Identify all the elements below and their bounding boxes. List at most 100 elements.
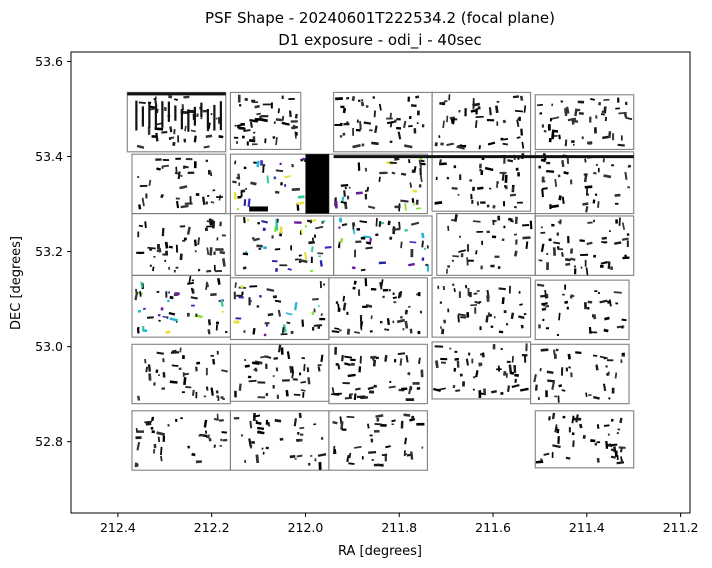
psf-whisker: [516, 119, 520, 128]
psf-whisker: [371, 141, 379, 146]
psf-whisker: [147, 364, 152, 372]
psf-whisker: [139, 291, 142, 297]
psf-whisker: [545, 304, 550, 308]
psf-whisker: [569, 257, 576, 261]
psf-whisker: [510, 219, 514, 223]
psf-whisker: [620, 456, 623, 462]
psf-whisker: [171, 364, 179, 367]
psf-whisker: [523, 105, 527, 113]
psf-whisker: [518, 315, 525, 320]
psf-whisker: [353, 280, 357, 285]
psf-whisker: [572, 440, 575, 448]
psf-whisker: [253, 414, 261, 418]
psf-whisker: [299, 426, 305, 430]
psf-whisker: [197, 237, 201, 246]
psf-whisker: [409, 417, 416, 422]
psf-whisker: [624, 171, 628, 180]
psf-whisker: [493, 219, 497, 223]
psf-whisker: [485, 315, 489, 323]
psf-whisker: [137, 395, 141, 401]
psf-whisker: [569, 294, 575, 298]
psf-whisker: [191, 452, 196, 457]
x-tick-label: 212.0: [288, 520, 324, 535]
psf-whisker: [354, 331, 360, 334]
psf-whisker: [551, 412, 556, 420]
psf-whisker: [510, 312, 515, 320]
psf-whisker: [561, 160, 565, 168]
psf-whisker: [353, 445, 362, 449]
psf-whisker: [375, 414, 384, 418]
psf-whisker: [168, 245, 173, 249]
psf-whisker: [141, 106, 144, 127]
psf-whisker: [561, 252, 564, 257]
psf-whisker: [446, 142, 455, 147]
psf-whisker: [443, 319, 447, 324]
psf-whisker: [261, 219, 268, 224]
psf-whisker: [344, 396, 353, 400]
psf-whisker: [346, 328, 351, 335]
psf-whisker: [281, 115, 285, 121]
x-tick-label: 211.2: [663, 520, 699, 535]
psf-whisker: [514, 109, 523, 113]
psf-whisker: [265, 446, 270, 450]
psf-whisker: [464, 284, 468, 289]
psf-whisker: [541, 188, 545, 198]
psf-whisker: [408, 262, 415, 267]
psf-whisker: [242, 252, 249, 256]
psf-whisker: [209, 171, 213, 177]
psf-whisker: [324, 245, 332, 249]
psf-whisker: [592, 314, 597, 320]
psf-whisker: [249, 121, 253, 128]
psf-whisker: [619, 417, 623, 424]
psf-whisker: [501, 297, 505, 305]
psf-whisker: [415, 207, 422, 210]
psf-whisker: [203, 145, 210, 149]
psf-whisker: [206, 220, 211, 223]
psf-whisker: [213, 104, 216, 131]
psf-whisker: [400, 199, 409, 203]
psf-whisker: [277, 309, 282, 317]
psf-whisker: [451, 186, 458, 190]
psf-whisker: [404, 437, 407, 445]
psf-whisker: [190, 287, 194, 293]
psf-whisker: [541, 302, 548, 306]
psf-whisker: [294, 113, 298, 119]
psf-whisker: [364, 167, 368, 172]
psf-whisker: [564, 139, 568, 147]
psf-whisker: [585, 392, 588, 398]
psf-whisker: [365, 304, 373, 308]
psf-whisker: [207, 329, 211, 335]
psf-whisker: [205, 283, 209, 288]
psf-whisker: [206, 269, 212, 273]
psf-whisker: [162, 315, 168, 319]
psf-whisker: [340, 201, 347, 205]
psf-whisker: [603, 106, 607, 114]
psf-whisker: [512, 95, 520, 99]
detector-cell: [534, 94, 635, 150]
psf-whisker: [417, 330, 421, 335]
psf-whisker: [154, 99, 158, 107]
detector-cell: [530, 343, 630, 405]
psf-whisker: [156, 167, 161, 171]
psf-whisker: [454, 214, 458, 222]
psf-whisker: [252, 237, 260, 242]
psf-whisker: [404, 228, 408, 232]
psf-whisker: [343, 190, 346, 197]
detector-cell: [431, 151, 532, 212]
psf-whisker: [275, 137, 278, 146]
psf-whisker: [351, 222, 356, 227]
psf-whisker: [610, 448, 615, 452]
detector-cell: [131, 213, 231, 276]
psf-whisker: [167, 101, 170, 122]
psf-whisker: [344, 355, 353, 359]
psf-whisker: [360, 101, 365, 107]
psf-whisker: [288, 110, 292, 118]
psf-whisker: [294, 302, 298, 311]
psf-whisker: [164, 241, 169, 249]
psf-whisker: [426, 245, 429, 249]
psf-whisker: [209, 247, 213, 256]
psf-whisker: [397, 131, 402, 140]
psf-whisker: [234, 282, 237, 288]
psf-whisker: [539, 367, 542, 372]
psf-whisker: [582, 202, 589, 206]
